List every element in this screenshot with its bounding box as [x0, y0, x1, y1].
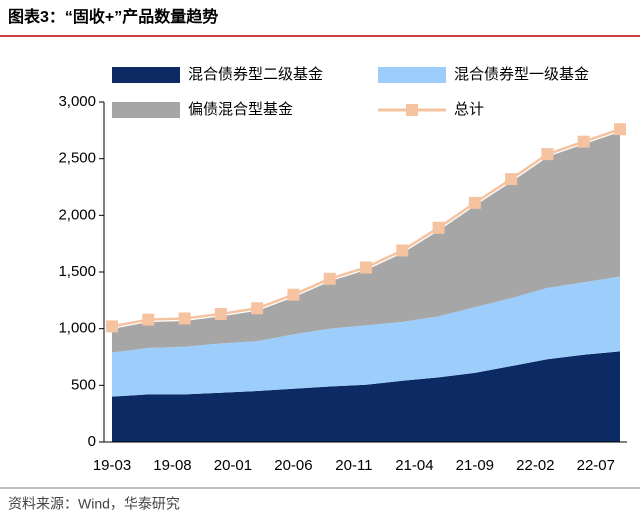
x-tick-label: 21-09	[456, 457, 494, 474]
legend-swatch	[406, 104, 418, 116]
legend-swatch	[112, 67, 180, 83]
y-tick-label: 3,000	[58, 93, 96, 110]
marker	[214, 307, 227, 320]
chart-title: 图表3：“固收+”产品数量趋势	[8, 7, 218, 26]
marker	[468, 196, 481, 209]
marker	[577, 135, 590, 148]
legend-label: 混合债券型一级基金	[454, 66, 589, 83]
y-tick-label: 0	[88, 433, 96, 450]
area	[112, 351, 620, 442]
legend-swatch	[112, 102, 180, 118]
x-tick-label: 22-07	[577, 457, 615, 474]
legend-label: 总计	[454, 101, 484, 118]
legend-swatch	[378, 67, 446, 83]
marker	[396, 244, 409, 257]
x-tick-label: 19-08	[153, 457, 191, 474]
x-tick-label: 20-01	[214, 457, 252, 474]
legend-label: 偏债混合型基金	[188, 101, 293, 118]
x-tick-label: 19-03	[93, 457, 131, 474]
source: 资料来源：Wind，华泰研究	[8, 496, 180, 512]
marker	[432, 221, 445, 234]
marker	[178, 312, 191, 325]
marker	[251, 302, 264, 315]
marker	[360, 261, 372, 274]
area	[112, 276, 620, 397]
marker	[287, 288, 300, 301]
area	[112, 129, 620, 353]
y-tick-label: 1,500	[58, 263, 96, 280]
y-tick-label: 500	[71, 376, 96, 393]
x-tick-label: 20-11	[335, 457, 372, 474]
marker	[505, 173, 518, 186]
marker	[323, 272, 336, 285]
marker	[106, 320, 118, 333]
marker	[142, 313, 155, 326]
y-tick-label: 2,500	[58, 150, 96, 167]
y-tick-label: 2,000	[58, 206, 96, 223]
y-tick-label: 1,000	[58, 320, 96, 337]
legend-label: 混合债券型二级基金	[188, 66, 323, 83]
marker	[614, 123, 626, 136]
x-tick-label: 22-02	[516, 457, 554, 474]
marker	[541, 148, 554, 161]
x-tick-label: 21-04	[395, 457, 433, 474]
x-tick-label: 20-06	[274, 457, 312, 474]
